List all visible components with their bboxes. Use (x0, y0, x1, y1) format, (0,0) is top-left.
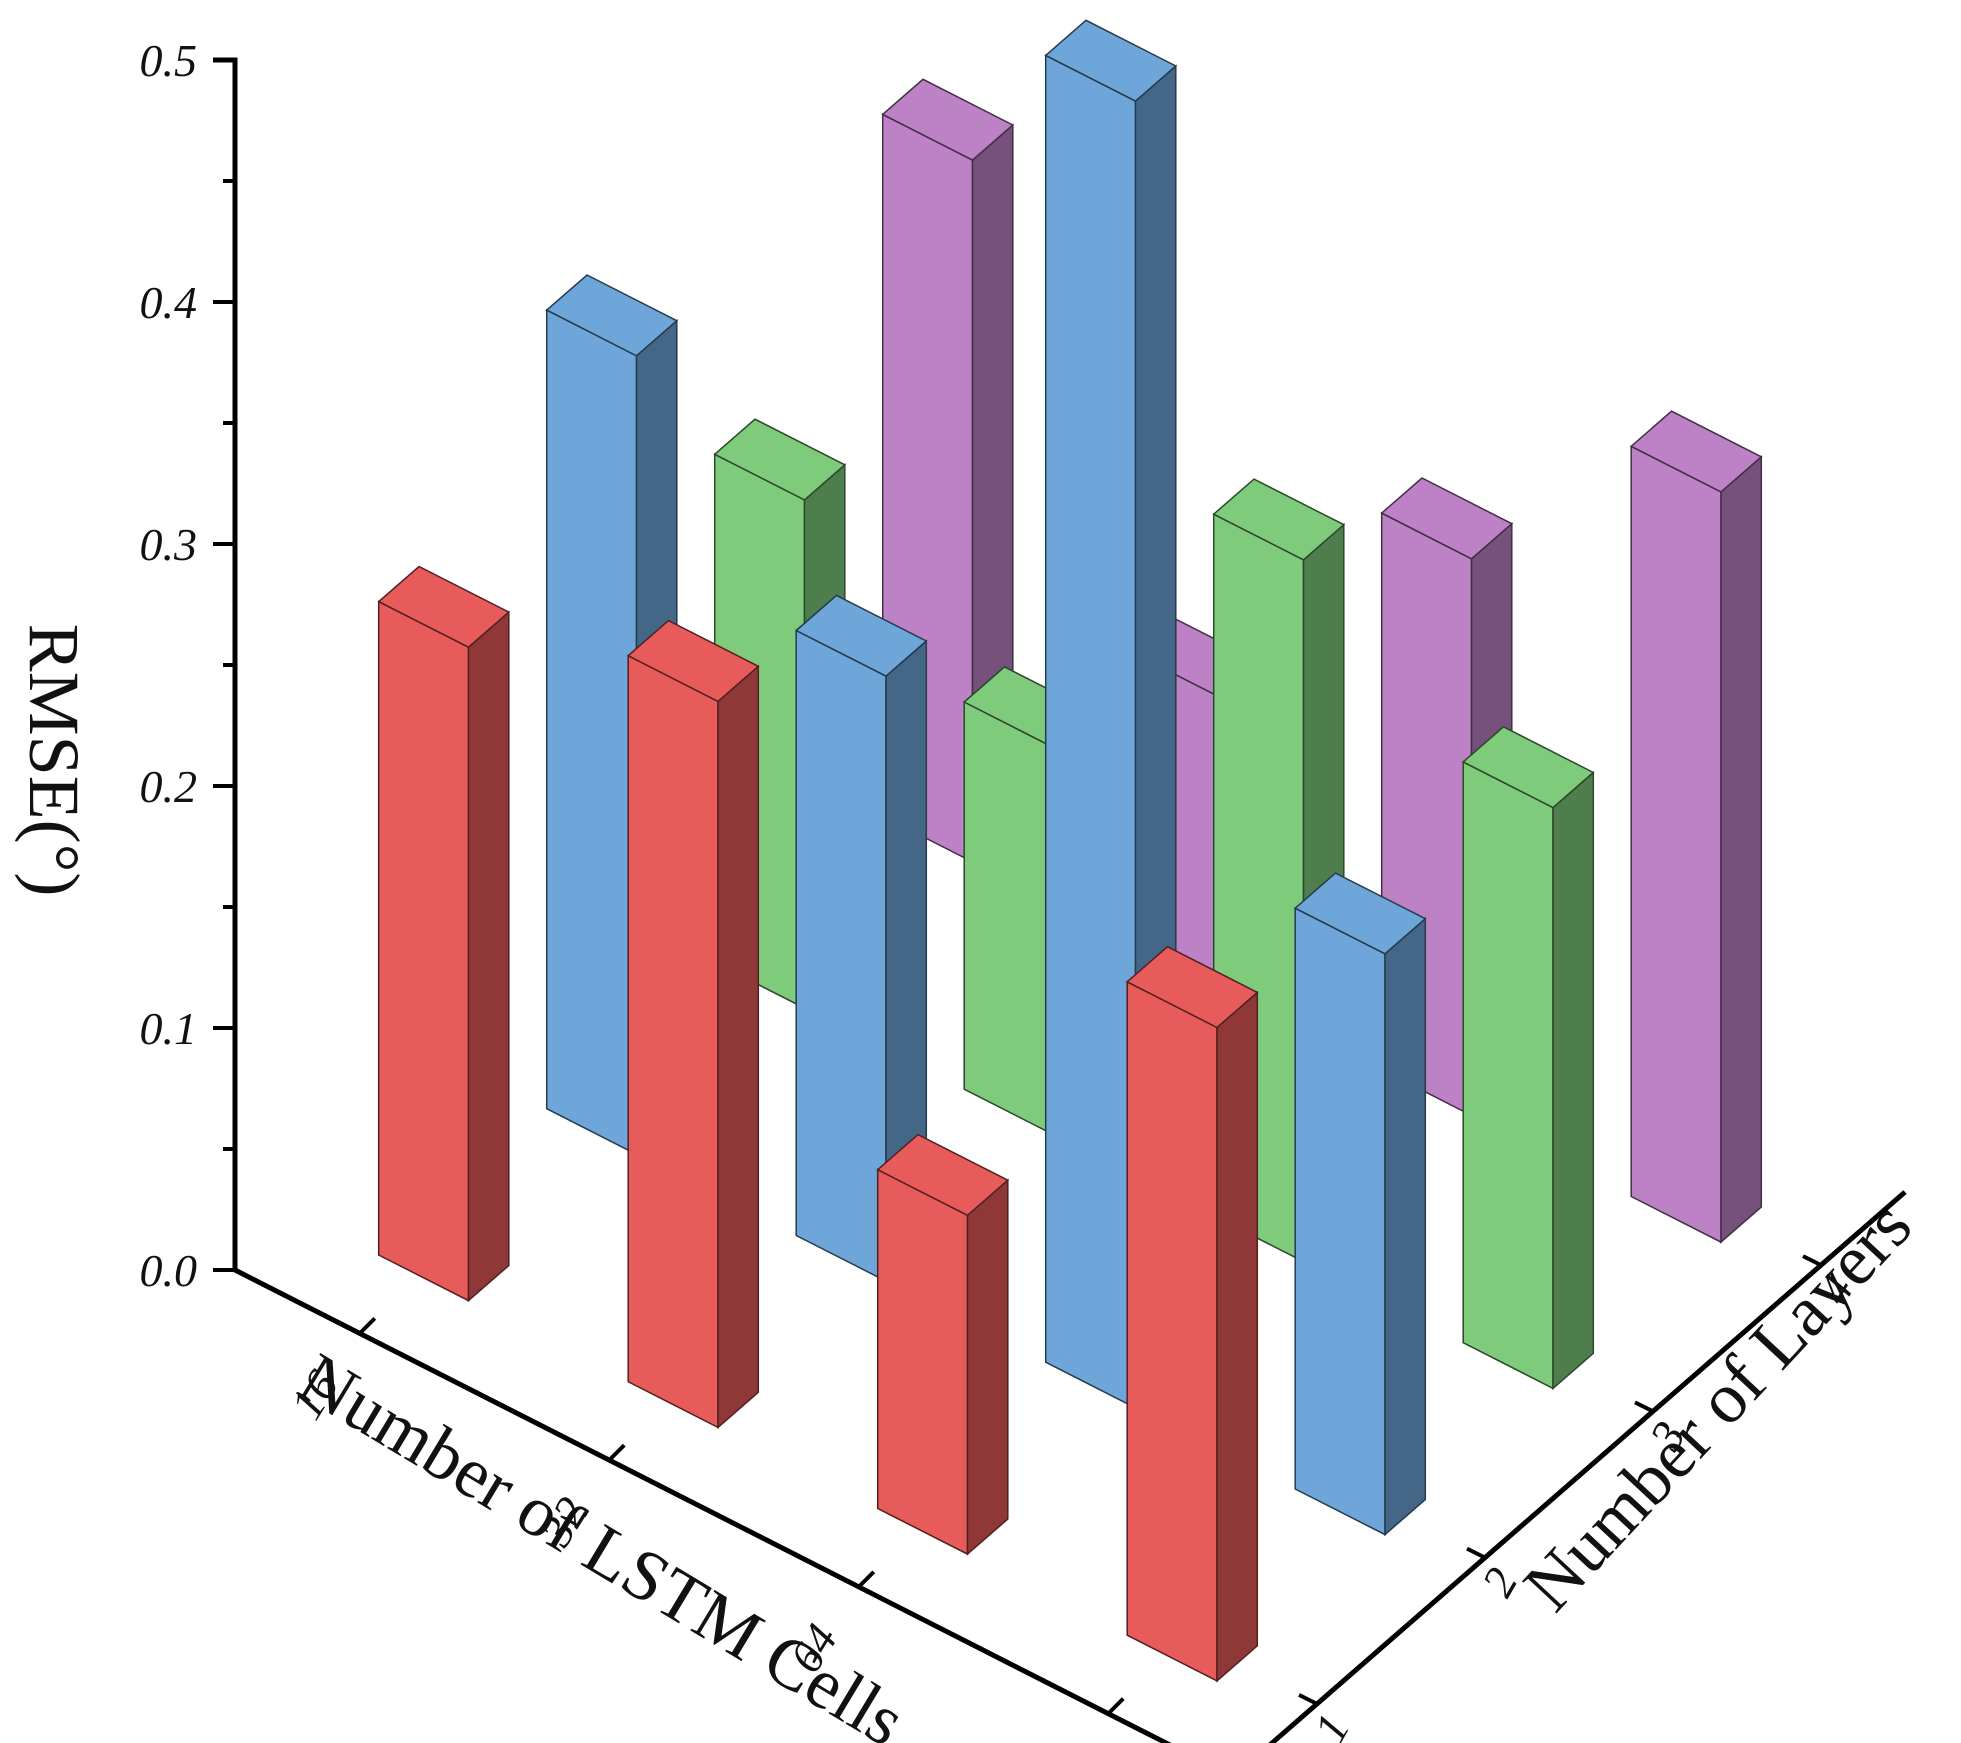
bar-16-cells-1-layers (377, 565, 511, 1303)
z-axis-title: RMSE(°) (14, 624, 94, 897)
bar-64-cells-1-layers (876, 1133, 1010, 1556)
bar-front-face (963, 700, 1055, 1137)
bar-top-face (377, 565, 511, 649)
bar-top-face (1380, 477, 1514, 560)
bar-side-face (1216, 990, 1259, 1683)
y-tick-mark (1466, 1546, 1486, 1560)
bar-front-face (1294, 906, 1386, 1536)
y-tick-mark (1802, 1254, 1822, 1267)
bar-side-face (966, 1178, 1009, 1556)
bar-128-cells-4-layers (1629, 410, 1763, 1244)
bar-front-face (1126, 980, 1218, 1683)
bars-group (377, 19, 1763, 1683)
bar-front-face (795, 629, 887, 1283)
x-tick-mark (1106, 1697, 1125, 1716)
bar-top-face (1125, 945, 1259, 1029)
bar-front-face (377, 600, 470, 1302)
x-tick-mark (857, 1570, 876, 1589)
bar-top-face (545, 274, 679, 357)
bar-top-face (713, 418, 847, 501)
bar-top-face (1212, 478, 1346, 561)
bar-front-face (1630, 445, 1722, 1244)
x-tick-mark (607, 1443, 626, 1462)
bar-side-face (717, 664, 760, 1430)
bar-top-face (876, 1133, 1010, 1217)
y-tick-mark (1298, 1693, 1318, 1706)
bar-side-face (1720, 455, 1763, 1244)
z-tick-label: 0.4 (140, 277, 198, 328)
y-tick-mark (1634, 1400, 1654, 1414)
bar-top-face (1293, 872, 1427, 955)
axes-group (213, 57, 1907, 1743)
bar-top-face (1461, 725, 1595, 809)
bar-128-cells-1-layers (1125, 945, 1259, 1683)
bar-32-cells-1-layers (626, 619, 760, 1430)
bar-top-face (1629, 410, 1763, 493)
bar-side-face (467, 610, 510, 1303)
bar-front-face (876, 1168, 969, 1556)
z-tick-label: 0.1 (140, 1003, 198, 1054)
bar-front-face (1044, 54, 1137, 1410)
bar-front-face (545, 308, 638, 1156)
x-axis-title: Number of LSTM Cells (286, 1337, 919, 1743)
z-tick-label: 0.0 (140, 1245, 198, 1296)
x-tick-mark (358, 1316, 377, 1335)
z-tick-label: 0.3 (140, 519, 198, 570)
bar-top-face (881, 78, 1015, 161)
bar-top-face (626, 619, 760, 703)
y-tick-label: 1 (1304, 1705, 1360, 1743)
bar-side-face (1552, 770, 1595, 1391)
bar-top-face (1044, 19, 1178, 102)
bar-top-face (794, 594, 928, 677)
x-axis-line (233, 1267, 1172, 1743)
bar-side-face (1384, 917, 1427, 1537)
z-tick-label: 0.5 (140, 35, 198, 86)
z-tick-label: 0.2 (140, 761, 198, 812)
y-axis-line (1268, 1190, 1907, 1743)
bar-front-face (627, 654, 719, 1429)
bar-128-cells-3-layers (1461, 725, 1595, 1391)
bar-128-cells-2-layers (1293, 872, 1427, 1537)
bar-front-face (1462, 760, 1554, 1390)
bar-32-cells-2-layers (794, 594, 928, 1283)
